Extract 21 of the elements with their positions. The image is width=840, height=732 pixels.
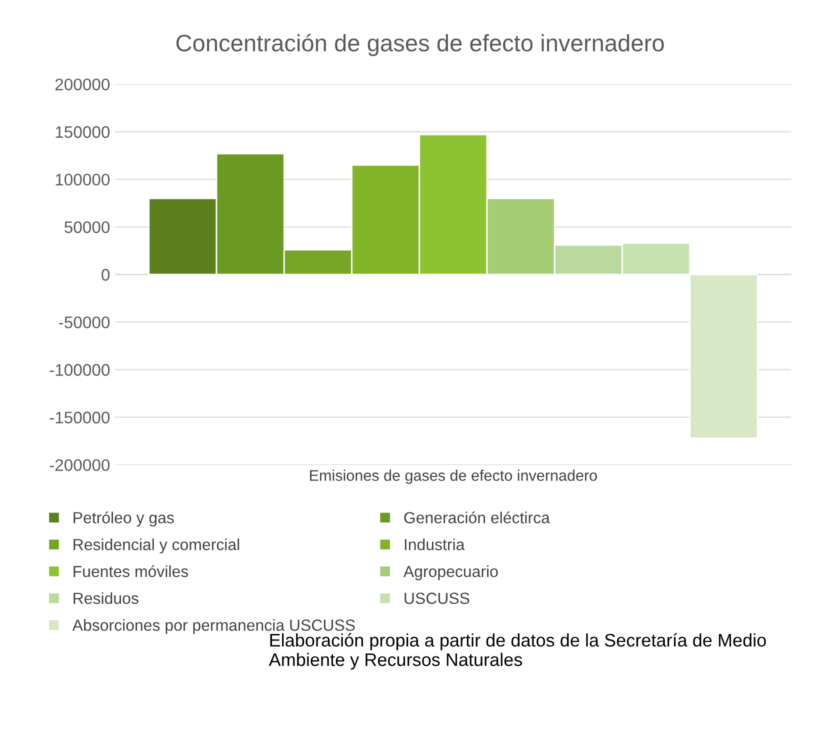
- legend-label: Agropecuario: [403, 565, 498, 580]
- legend-label: Fuentes móviles: [74, 565, 188, 578]
- legend-label: Industria: [404, 538, 465, 550]
- y-tick-label: -200000: [50, 459, 110, 472]
- chart-title: Concentración de gases de efecto invernadero: [176, 34, 664, 56]
- y-tick-label: -150000: [50, 412, 110, 424]
- y-tick-label: 0: [102, 268, 110, 281]
- y-tick-label: 50000: [64, 221, 110, 234]
- legend-label: Residuos: [74, 592, 138, 604]
- legend-label: Petróleo y gas: [74, 511, 174, 527]
- legend-label: Residencial y comercial: [74, 538, 240, 554]
- legend-label: Absorciones por permanencia USCUSS: [72, 619, 355, 634]
- y-tick-label: -100000: [50, 364, 110, 376]
- text: Elaboración propia a partir de datos de la Secretaría de Medio Ambiente y Recursos Naturales: [268, 633, 766, 670]
- y-tick-label: 150000: [56, 126, 110, 138]
- legend-label: USCUSS: [404, 592, 470, 604]
- y-tick-label: -50000: [59, 316, 110, 328]
- y-tick-label: 200000: [55, 78, 110, 90]
- y-tick-label: 100000: [56, 174, 110, 186]
- x-tick-label: Emisiones de gases de efecto invernadero: [310, 470, 597, 484]
- legend-label: Generación eléctirca: [404, 511, 550, 524]
